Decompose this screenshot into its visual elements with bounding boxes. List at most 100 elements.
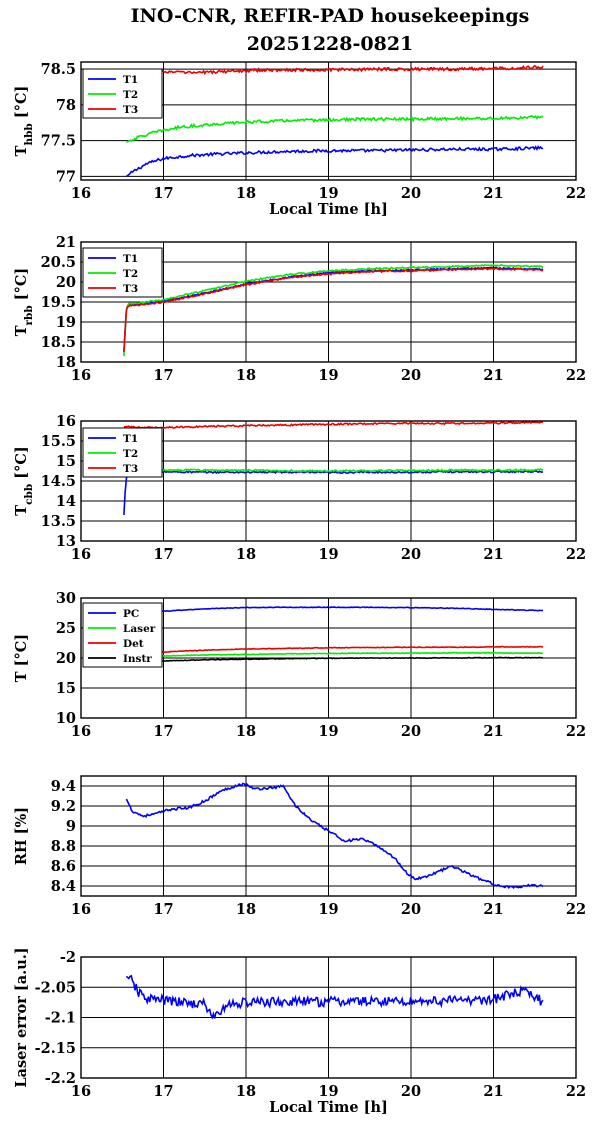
- x-tick-label: 21: [483, 723, 503, 740]
- y-tick-label: 15: [56, 680, 76, 697]
- plot-frame: [80, 956, 577, 1079]
- x-tick-label: 19: [318, 185, 338, 202]
- y-axis-label: Laser error [a.u.]: [13, 947, 30, 1087]
- x-tick-label: 22: [566, 185, 586, 202]
- y-tick-label: 19: [56, 314, 76, 331]
- x-axis-label: Local Time [h]: [269, 1099, 388, 1116]
- y-tick-label: 14: [56, 493, 76, 510]
- x-tick-label: 16: [71, 185, 91, 202]
- series-line-t3: [123, 267, 544, 353]
- y-tick-label: -2.2: [45, 1070, 76, 1087]
- y-tick-label: 20.5: [41, 254, 76, 271]
- x-tick-label: 17: [153, 185, 173, 202]
- y-tick-label: 77.5: [41, 133, 76, 150]
- legend-label: T3: [123, 104, 138, 116]
- x-tick-label: 22: [566, 546, 586, 563]
- series-line-pc: [126, 606, 544, 620]
- x-tick-label: 18: [236, 723, 256, 740]
- y-tick-label: -2.15: [35, 1040, 76, 1057]
- x-tick-label: 21: [483, 901, 503, 918]
- legend: T1 T2 T3: [82, 68, 163, 119]
- y-tick-label: 13: [56, 533, 76, 550]
- panel-4: 16 17 18 19 20 21 22 10 15 20 25 30 T [°C] PC Laser Det…: [13, 590, 586, 740]
- series-line-t1: [125, 144, 544, 178]
- y-axis-label: Thbb [°C]: [13, 86, 35, 157]
- series-line-t2: [123, 263, 544, 357]
- legend-label: Laser: [123, 623, 156, 635]
- x-tick-label: 16: [71, 367, 91, 384]
- legend-label: T2: [123, 448, 138, 460]
- y-tick-label: 20: [56, 650, 76, 667]
- y-tick-label: 9.2: [51, 798, 76, 815]
- y-tick-label: 78: [56, 97, 76, 114]
- x-tick-label: 18: [236, 901, 256, 918]
- x-tick-label: 22: [566, 901, 586, 918]
- y-axis-label-main: T [°C]: [13, 634, 30, 682]
- x-tick-label: 20: [401, 185, 421, 202]
- y-axis-label: Tcbb [°C]: [13, 446, 35, 515]
- y-tick-label: 20: [56, 274, 76, 291]
- y-tick-label: 8.4: [51, 878, 76, 895]
- y-tick-label: 15: [56, 453, 76, 470]
- x-tick-label: 22: [566, 367, 586, 384]
- x-tick-label: 20: [401, 901, 421, 918]
- y-tick-label: 18.5: [41, 334, 76, 351]
- x-tick-label: 20: [401, 1083, 421, 1100]
- series-line-instr: [126, 656, 544, 666]
- panel-2: 16 17 18 19 20 21 22 18 18.5 19 19.5 20 20.5 21 Trbb […: [13, 234, 586, 384]
- x-tick-label: 20: [401, 546, 421, 563]
- y-tick-label: 9.4: [51, 778, 76, 795]
- x-tick-label: 21: [483, 1083, 503, 1100]
- y-tick-label: 19.5: [41, 294, 76, 311]
- y-axis-label-subscript: hbb: [23, 123, 35, 145]
- legend-label: T2: [123, 89, 138, 101]
- x-tick-label: 21: [483, 185, 503, 202]
- x-tick-label: 19: [318, 546, 338, 563]
- series-line-data: [125, 974, 544, 1020]
- y-axis-label-main: T: [13, 325, 30, 336]
- x-tick-label: 17: [153, 901, 173, 918]
- y-tick-label: -2.05: [35, 979, 76, 996]
- series-line-t2: [126, 115, 544, 143]
- x-tick-label: 17: [153, 546, 173, 563]
- y-tick-label: 9: [66, 818, 76, 835]
- x-tick-label: 18: [236, 1083, 256, 1100]
- y-tick-label: 15.5: [41, 433, 76, 450]
- x-tick-label: 17: [153, 723, 173, 740]
- legend-label: Det: [123, 638, 144, 650]
- y-axis-label-unit: [°C]: [13, 86, 30, 124]
- y-tick-label: -2: [60, 949, 76, 966]
- legend-label: Instr: [123, 653, 152, 665]
- x-tick-label: 18: [236, 546, 256, 563]
- y-axis-label-subscript: rbb: [23, 305, 35, 325]
- series-line-laser: [126, 651, 544, 660]
- panel-1: 16 17 18 19 20 21 22 77 77.5 78 78.5 Thbb [°C] Local…: [13, 61, 586, 218]
- x-tick-label: 21: [483, 546, 503, 563]
- plot-frame: [80, 420, 577, 542]
- y-tick-label: 8.6: [51, 858, 76, 875]
- x-tick-label: 19: [318, 901, 338, 918]
- x-tick-label: 17: [153, 367, 173, 384]
- y-tick-label: 8.8: [51, 838, 76, 855]
- y-axis-label-main: RH [%]: [13, 807, 30, 865]
- legend-label: T3: [123, 283, 138, 295]
- x-tick-label: 21: [483, 367, 503, 384]
- legend: T1 T2 T3: [82, 427, 163, 478]
- x-tick-label: 22: [566, 1083, 586, 1100]
- plot-frame: [80, 241, 577, 363]
- panels-container: 16 17 18 19 20 21 22 77 77.5 78 78.5 Thbb [°C] Local…: [13, 61, 586, 1116]
- legend-label: PC: [123, 608, 139, 620]
- y-tick-label: 16: [56, 413, 76, 430]
- x-axis-label: Local Time [h]: [269, 201, 388, 218]
- y-axis-label-main: T: [13, 505, 30, 516]
- plot-frame: [80, 597, 577, 719]
- panel-5: 16 17 18 19 20 21 22 8.4 8.6 8.8 9 9.2 9.4 RH [%]: [13, 775, 586, 918]
- y-tick-label: 25: [56, 620, 76, 637]
- y-axis-label-unit: [°C]: [13, 268, 30, 306]
- y-tick-label: 30: [56, 590, 76, 607]
- x-tick-label: 17: [153, 1083, 173, 1100]
- y-axis-label: Trbb [°C]: [13, 268, 35, 337]
- series-line-det: [126, 645, 544, 657]
- plot-frame: [80, 775, 577, 897]
- y-axis-label: T [°C]: [13, 634, 30, 682]
